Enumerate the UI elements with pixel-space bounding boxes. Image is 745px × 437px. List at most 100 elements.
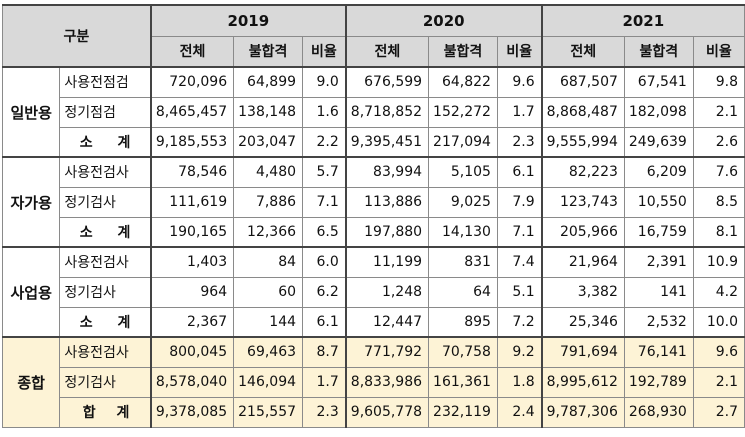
cell-ratio-2019: 1.6: [302, 96, 347, 128]
cell-ratio-2020: 1.7: [496, 96, 543, 128]
cell-fail-2019: 138,148: [233, 96, 304, 128]
inspection-stats-table: 구분 2019 2020 2021 전체 불합격 비율 전체 불합격 비율 전체…: [1, 4, 745, 428]
inspection-table-container: 구분 2019 2020 2021 전체 불합격 비율 전체 불합격 비율 전체…: [1, 4, 745, 428]
cell-total-2019: 111,619: [149, 186, 235, 218]
cell-fail-2021: 10,550: [623, 186, 694, 218]
cell-fail-2020: 895: [428, 306, 498, 338]
cell-total-2020: 676,599: [344, 66, 430, 98]
cell-fail-2021: 141: [623, 276, 694, 308]
cell-ratio-2020: 7.9: [496, 186, 543, 218]
table-row: 소 계 9,185,553 203,047 2.2 9,395,451 217,094 2.…: [3, 126, 745, 158]
row-label: 사용전검사: [59, 156, 152, 188]
cell-total-2019: 720,096: [149, 66, 235, 98]
cell-ratio-2021: 8.1: [692, 216, 745, 248]
group-label: 자가용: [1, 156, 61, 248]
cell-ratio-2021: 9.8: [692, 66, 745, 98]
row-label: 사용전검사: [59, 246, 152, 278]
cell-total-2021: 791,694: [540, 336, 625, 368]
cell-fail-2019: 146,094: [233, 366, 304, 398]
cell-fail-2019: 215,557: [233, 396, 304, 428]
cell-total-2021: 8,868,487: [540, 96, 625, 128]
col-total-2020: 전체: [344, 35, 430, 68]
cell-fail-2021: 249,639: [623, 126, 694, 158]
col-fail-2021: 불합격: [623, 35, 694, 68]
cell-ratio-2019: 5.7: [302, 156, 347, 188]
cell-fail-2020: 64,822: [428, 66, 498, 98]
cell-total-2020: 771,792: [344, 336, 430, 368]
cell-total-2019: 8,465,457: [149, 96, 235, 128]
cell-fail-2021: 67,541: [623, 66, 694, 98]
cell-ratio-2019: 6.0: [302, 246, 347, 278]
cell-total-2020: 11,199: [344, 246, 430, 278]
cell-ratio-2019: 6.1: [302, 306, 347, 338]
cell-fail-2020: 5,105: [428, 156, 498, 188]
cell-fail-2019: 60: [233, 276, 304, 308]
cell-ratio-2020: 6.1: [496, 156, 543, 188]
table-row: 정기검사 111,619 7,886 7.1 113,886 9,025 7.9 123,74…: [3, 186, 745, 218]
cell-ratio-2020: 9.6: [496, 66, 543, 98]
table-body: 일반용 사용전점검 720,096 64,899 9.0 676,599 64,822 9.6…: [1, 66, 745, 428]
cell-ratio-2019: 7.1: [302, 186, 347, 218]
cell-total-2019: 2,367: [149, 306, 235, 338]
cell-ratio-2020: 7.2: [496, 306, 543, 338]
cell-fail-2021: 6,209: [623, 156, 694, 188]
cell-ratio-2021: 2.7: [692, 396, 745, 428]
table-row: 정기검사 964 60 6.2 1,248 64 5.1 3,382 141 4.2: [3, 276, 745, 308]
cell-total-2019: 9,378,085: [149, 396, 235, 428]
cell-ratio-2021: 10.0: [692, 306, 745, 338]
col-fail-2020: 불합격: [428, 35, 498, 68]
year-header-2019: 2019: [149, 4, 347, 37]
cell-total-2021: 25,346: [540, 306, 625, 338]
cell-total-2019: 78,546: [149, 156, 235, 188]
year-header-2021: 2021: [540, 4, 745, 37]
row-label: 사용전검사: [59, 336, 152, 368]
cell-ratio-2019: 1.7: [302, 366, 347, 398]
cell-ratio-2019: 2.3: [302, 396, 347, 428]
col-ratio-2019: 비율: [302, 35, 347, 68]
cell-total-2021: 123,743: [540, 186, 625, 218]
cell-total-2021: 21,964: [540, 246, 625, 278]
cell-ratio-2020: 2.4: [496, 396, 543, 428]
cell-total-2020: 113,886: [344, 186, 430, 218]
cell-ratio-2020: 9.2: [496, 336, 543, 368]
col-ratio-2021: 비율: [692, 35, 745, 68]
category-header: 구분: [1, 4, 152, 68]
cell-fail-2019: 64,899: [233, 66, 304, 98]
cell-fail-2019: 69,463: [233, 336, 304, 368]
cell-ratio-2020: 7.1: [496, 216, 543, 248]
table-row: 합 계 9,378,085 215,557 2.3 9,605,778 232,119 2.…: [3, 396, 745, 428]
table-row: 일반용 사용전점검 720,096 64,899 9.0 676,599 64,822 9.6…: [1, 66, 745, 158]
cell-ratio-2019: 9.0: [302, 66, 347, 98]
cell-fail-2021: 192,789: [623, 366, 694, 398]
cell-ratio-2019: 8.7: [302, 336, 347, 368]
col-ratio-2020: 비율: [496, 35, 543, 68]
cell-total-2020: 197,880: [344, 216, 430, 248]
cell-fail-2020: 831: [428, 246, 498, 278]
cell-ratio-2021: 8.5: [692, 186, 745, 218]
table-row: 정기점검 8,465,457 138,148 1.6 8,718,852 152,272 1…: [3, 96, 745, 128]
cell-ratio-2021: 2.1: [692, 366, 745, 398]
cell-ratio-2021: 7.6: [692, 156, 745, 188]
cell-ratio-2019: 6.2: [302, 276, 347, 308]
cell-fail-2019: 7,886: [233, 186, 304, 218]
cell-ratio-2021: 2.6: [692, 126, 745, 158]
cell-fail-2021: 2,532: [623, 306, 694, 338]
cell-total-2021: 205,966: [540, 216, 625, 248]
subtotal-label: 소 계: [59, 306, 152, 338]
cell-fail-2021: 2,391: [623, 246, 694, 278]
table-row: 사업용 사용전검사 1,403 84 6.0 11,199 831 7.4 21,964 2,39…: [1, 246, 745, 338]
cell-fail-2021: 268,930: [623, 396, 694, 428]
cell-total-2021: 9,555,994: [540, 126, 625, 158]
row-label: 정기점검: [59, 96, 152, 128]
cell-total-2020: 1,248: [344, 276, 430, 308]
table-row: 정기검사 8,578,040 146,094 1.7 8,833,986 161,361 1…: [3, 366, 745, 398]
cell-fail-2019: 144: [233, 306, 304, 338]
cell-fail-2021: 182,098: [623, 96, 694, 128]
cell-fail-2019: 4,480: [233, 156, 304, 188]
cell-fail-2021: 76,141: [623, 336, 694, 368]
cell-fail-2020: 70,758: [428, 336, 498, 368]
cell-total-2021: 82,223: [540, 156, 625, 188]
cell-fail-2020: 232,119: [428, 396, 498, 428]
table-row: 소 계 2,367 144 6.1 12,447 895 7.2 25,346 2,532 10.…: [3, 306, 745, 338]
cell-ratio-2021: 9.6: [692, 336, 745, 368]
